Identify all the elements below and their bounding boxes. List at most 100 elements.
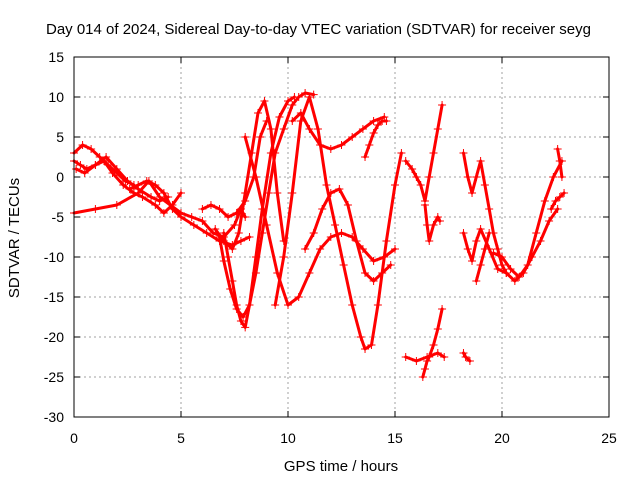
y-tick-label: 0: [56, 169, 64, 185]
x-axis-label: GPS time / hours: [284, 458, 398, 475]
series-trace: [549, 191, 566, 211]
data-point: [418, 373, 427, 381]
data-point: [438, 305, 447, 313]
data-point: [337, 229, 346, 237]
data-point: [540, 197, 549, 205]
y-tick-label: 10: [48, 89, 64, 105]
data-point: [301, 245, 310, 253]
data-point: [440, 353, 449, 361]
data-point: [241, 133, 250, 141]
data-point: [318, 205, 327, 213]
data-point: [343, 201, 352, 209]
data-point: [476, 225, 485, 233]
data-point: [485, 205, 494, 213]
data-point: [553, 145, 562, 153]
data-point: [224, 253, 233, 261]
series-trace: [474, 231, 491, 283]
data-point: [555, 157, 564, 165]
grid-lines: [74, 57, 609, 417]
data-point: [241, 189, 250, 197]
data-point: [463, 245, 472, 253]
data-point: [72, 165, 81, 173]
data-point: [305, 93, 314, 101]
data-point: [425, 173, 434, 181]
data-point: [549, 173, 558, 181]
data-point: [125, 185, 134, 193]
data-point: [369, 129, 378, 137]
data-point: [472, 237, 481, 245]
data-point: [459, 349, 468, 357]
data-point: [523, 261, 532, 269]
data-point: [358, 245, 367, 253]
x-tick-label: 15: [387, 430, 403, 446]
data-point: [412, 357, 421, 365]
data-point: [420, 201, 429, 209]
data-point: [348, 133, 357, 141]
data-point: [198, 205, 207, 213]
data-point: [555, 193, 564, 201]
data-point: [262, 221, 271, 229]
data-point: [498, 253, 506, 261]
data-point: [532, 229, 541, 237]
data-point: [245, 301, 254, 309]
data-point: [99, 157, 108, 165]
data-point: [551, 197, 560, 205]
data-point: [251, 269, 260, 277]
chart-title: Day 014 of 2024, Sidereal Day-to-day VTE…: [46, 21, 591, 38]
data-point: [239, 313, 248, 321]
data-point: [241, 323, 250, 332]
data-point: [316, 245, 325, 253]
data-point: [348, 301, 357, 309]
data-point: [228, 245, 237, 253]
data-point: [134, 181, 143, 189]
y-tick-label: 15: [48, 49, 64, 65]
data-point: [189, 221, 198, 229]
series-sat-m: [301, 185, 395, 285]
data-point: [288, 189, 297, 197]
y-tick-label: -20: [44, 329, 64, 345]
data-point: [273, 189, 282, 197]
data-point: [219, 257, 228, 265]
data-point: [425, 237, 434, 245]
data-point: [510, 277, 519, 285]
data-point: [230, 221, 239, 229]
data-point: [401, 157, 410, 165]
data-point: [264, 189, 273, 197]
data-point: [498, 261, 506, 269]
data-point: [245, 233, 254, 241]
data-point: [266, 125, 275, 133]
data-point: [258, 229, 267, 237]
data-point: [232, 305, 241, 313]
data-point: [112, 165, 121, 173]
y-tick-label: -25: [44, 369, 64, 385]
data-point: [420, 365, 429, 373]
data-point: [87, 145, 96, 153]
data-point: [294, 293, 303, 301]
data-point: [256, 133, 265, 141]
x-tick-label: 20: [494, 430, 510, 446]
data-point: [288, 117, 297, 125]
data-point: [279, 125, 288, 133]
data-point: [236, 317, 245, 325]
data-point: [433, 125, 442, 133]
series-sat-q: [420, 201, 444, 245]
data-point: [408, 165, 417, 173]
data-point: [271, 301, 280, 309]
data-point: [352, 237, 361, 245]
data-point: [461, 353, 470, 361]
data-point: [326, 233, 335, 241]
data-point: [168, 205, 177, 213]
data-point: [468, 257, 477, 265]
data-point: [91, 161, 100, 169]
data-point: [322, 181, 331, 189]
data-point: [155, 193, 164, 201]
data-point: [391, 181, 399, 189]
x-tick-label: 0: [70, 430, 78, 446]
data-point: [493, 265, 502, 273]
y-tick-label: -15: [44, 289, 64, 305]
series-sat-v: [547, 189, 569, 213]
x-tick-label: 10: [280, 430, 296, 446]
data-point: [142, 177, 151, 185]
data-point: [369, 257, 378, 265]
data-point: [211, 225, 220, 233]
